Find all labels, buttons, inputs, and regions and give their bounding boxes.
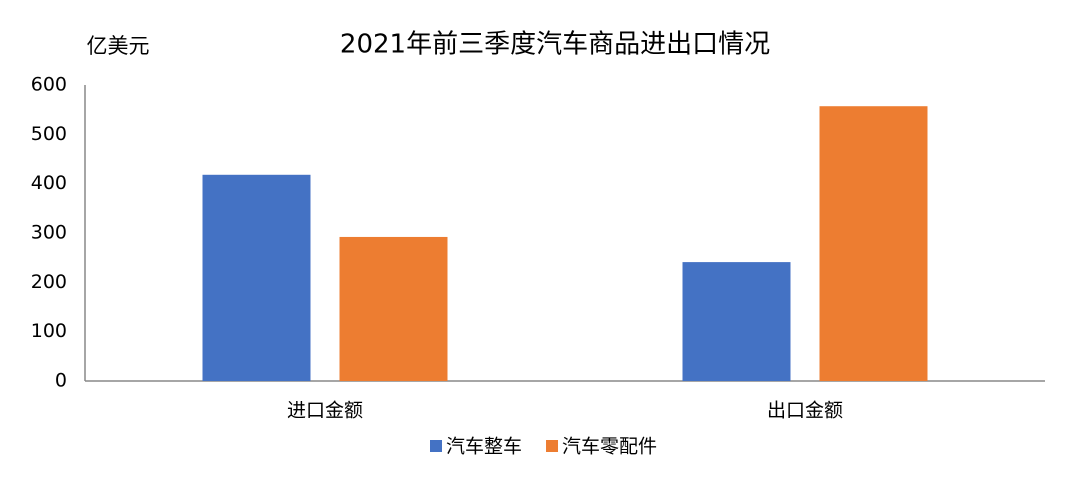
bar bbox=[682, 262, 791, 381]
x-tick-label: 出口金额 bbox=[767, 400, 843, 422]
legend-swatch bbox=[546, 440, 559, 452]
y-tick-label: 500 bbox=[31, 123, 67, 145]
legend-label: 汽车零配件 bbox=[562, 436, 657, 458]
y-tick-label: 300 bbox=[31, 222, 67, 244]
y-tick-label: 0 bbox=[55, 370, 67, 392]
y-tick-label: 200 bbox=[31, 271, 67, 293]
legend-label: 汽车整车 bbox=[446, 436, 522, 458]
bar bbox=[819, 106, 928, 382]
y-tick-label: 600 bbox=[31, 74, 67, 96]
y-tick-label: 400 bbox=[31, 172, 67, 194]
x-tick-label: 进口金额 bbox=[287, 400, 363, 422]
bar bbox=[202, 174, 311, 381]
legend-swatch bbox=[430, 440, 442, 452]
y-tick-label: 100 bbox=[31, 320, 67, 342]
y-axis-label: 亿美元 bbox=[87, 34, 150, 58]
bar bbox=[339, 236, 448, 381]
chart-title: 2021年前三季度汽车商品进出口情况 bbox=[340, 30, 770, 60]
